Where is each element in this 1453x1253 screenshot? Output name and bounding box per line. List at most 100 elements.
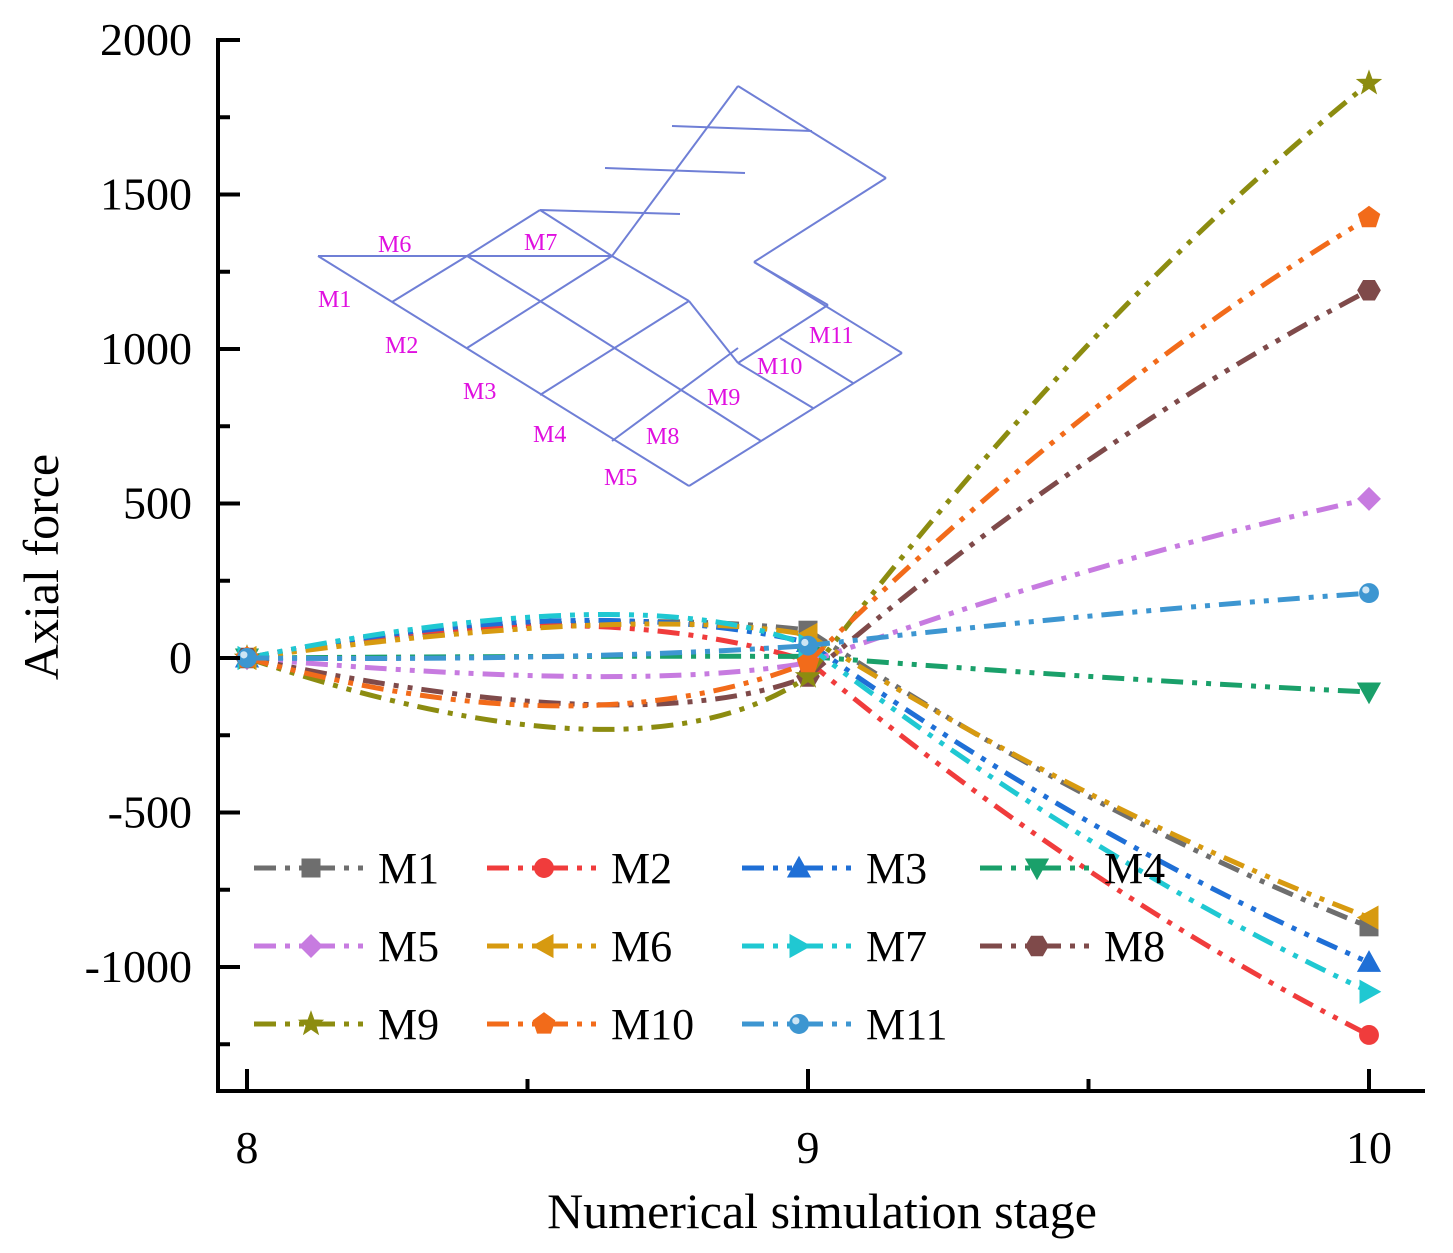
series-line-m7-a [246,611,809,661]
legend-marker [532,1012,556,1034]
series-layer [233,69,1383,1045]
inset-label-m11: M11 [809,323,853,349]
legend-marker [1025,935,1049,957]
legend-item-m3: M3 [742,844,927,893]
legend-marker [531,933,554,959]
series-line-m10-b [806,215,1371,665]
inset-member-line [466,209,541,257]
ticks: 2000 1500 1000 500 0 -500 -1000 8 9 10 [85,14,1392,1173]
inset-member-line [611,347,739,442]
inset-label-m1: M1 [318,287,351,313]
inset-member-line [753,177,887,263]
point-m5-10 [1357,486,1381,511]
point-m3-10 [1356,950,1382,972]
series-line-m8-b [806,288,1371,679]
legend-marker [297,1010,325,1036]
inset-member-line [539,209,613,257]
inset-member-line [779,337,854,384]
legend-item-m1: M1 [254,844,439,893]
legend-marker [789,933,812,959]
inset-label-m7: M7 [524,230,557,256]
series-line-m7-b [806,643,1371,994]
series-line-m6-b [806,632,1370,920]
point-m8-10 [1357,280,1381,301]
legend-item-m7: M7 [742,922,927,971]
legend-label: M11 [866,1000,948,1049]
inset-label-m4: M4 [533,422,566,448]
legend-label: M7 [866,922,927,971]
x-tick-label: 10 [1346,1122,1392,1173]
point-m9-9 [794,662,822,688]
legend-label: M4 [1104,844,1165,893]
legend-label: M10 [611,1000,694,1049]
point-m10-9 [796,650,820,673]
series-line-m4-b [807,653,1370,695]
point-m4-10 [1356,682,1382,705]
inset-member-line [539,300,690,396]
inset-label-m5: M5 [604,465,637,491]
point-m11-9 [798,635,818,656]
series-line-m6-a [246,621,809,661]
y-tick-label: 1500 [100,169,192,220]
inset-label-m2: M2 [385,333,418,359]
legend-label: M8 [1104,922,1165,971]
inset-label-m8: M8 [646,424,679,450]
legend-item-m4: M4 [980,844,1165,893]
inset-member-line [466,255,613,349]
point-m11-8 [237,648,257,668]
point-m2-10 [1359,1025,1379,1045]
series-line-m4-a [246,653,809,661]
inset-label-m9: M9 [707,385,740,411]
series-line-m3-b [806,640,1370,965]
legend: M1 M2 M3 M4 M5 M6 M7 M8 M9 M10 M11 [254,844,1165,1049]
inset-member-line [737,362,814,409]
legend-item-m5: M5 [254,922,439,971]
legend-marker [299,934,323,958]
y-tick-label: 0 [169,632,192,683]
legend-label: M9 [378,1000,439,1049]
inset-member-line [317,255,690,487]
series-m11 [237,583,1379,668]
series-line-m11-b [807,590,1370,649]
inset-member-line [391,255,468,303]
legend-marker [789,1014,809,1034]
legend-label: M3 [866,844,927,893]
y-tick-label: -1000 [85,941,192,992]
legend-marker [301,858,321,878]
inset-member-line [671,125,813,132]
legend-label: M6 [611,922,672,971]
inset-member-line [688,300,739,364]
legend-marker [1024,858,1050,881]
x-tick-label: 8 [236,1122,259,1173]
series-line-m11-a [246,643,809,662]
legend-item-m2: M2 [487,844,672,893]
legend-item-m9: M9 [254,1000,439,1049]
legend-item-m11: M11 [742,1000,948,1049]
inset-member-line [737,85,887,179]
y-tick-label: -500 [108,787,192,838]
legend-item-m10: M10 [487,1000,694,1049]
point-m7-10 [1359,979,1382,1004]
legend-label: M1 [378,844,439,893]
inset-member-line [688,352,903,487]
inset-member-line [753,261,829,306]
series-line-m8-a [246,655,809,708]
point-m9-10 [1355,69,1383,95]
point-m11-10 [1359,583,1379,604]
y-tick-label: 2000 [100,14,192,65]
x-tick-label: 9 [797,1122,820,1173]
inset-member-line [688,394,762,442]
y-tick-label: 500 [123,478,192,529]
y-axis-label: Axial force [13,454,69,680]
structure-inset-diagram: M1 M2 M3 M4 M5 M6 M7 M8 M9 M10 M11 [317,85,903,491]
inset-label-m6: M6 [378,232,411,258]
inset-member-line [466,255,541,302]
inset-member-line [737,304,829,364]
inset-member-line [611,255,690,302]
inset-label-m3: M3 [463,379,496,405]
inset-label-m10: M10 [757,354,802,380]
legend-label: M5 [378,922,439,971]
legend-marker [534,858,554,878]
inset-member-line [539,209,681,215]
